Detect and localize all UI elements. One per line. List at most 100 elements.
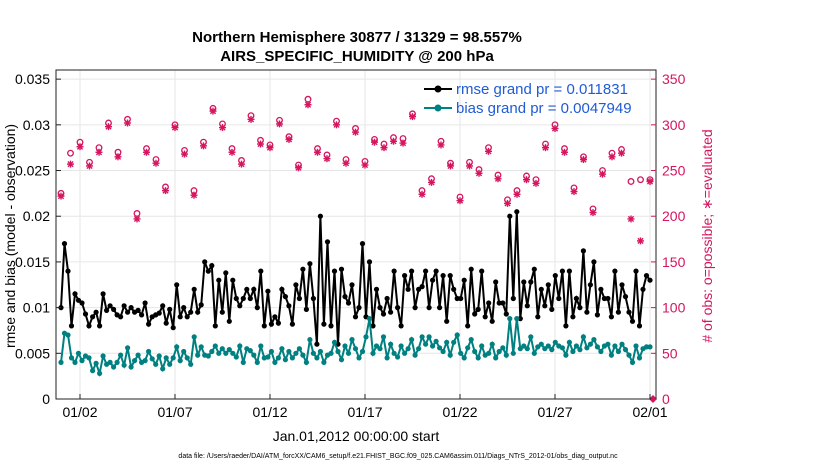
obs-evaluated-point: [485, 147, 492, 155]
obs-evaluated-point: [570, 188, 578, 196]
y2-tick-label: 100: [662, 300, 686, 316]
rmse-point: [580, 248, 587, 254]
bias-point: [265, 354, 271, 360]
obs-evaluated-point: [133, 215, 141, 223]
rmse-point: [370, 323, 376, 329]
rmse-point: [195, 309, 201, 315]
obs-evaluated-point: [475, 169, 483, 177]
bias-point: [440, 348, 446, 355]
bias-point: [279, 346, 285, 352]
obs-evaluated-point: [447, 162, 454, 170]
rmse-point: [640, 286, 646, 292]
rmse-point: [524, 303, 530, 309]
obs-evaluated-point: [209, 107, 217, 115]
bias-point: [472, 348, 478, 355]
bias-point: [584, 345, 590, 351]
x-tick-label: 02/01: [632, 404, 667, 420]
bias-point: [489, 341, 495, 347]
bias-point: [538, 341, 544, 347]
rmse-point: [563, 323, 569, 329]
rmse-point: [479, 268, 485, 274]
obs-evaluated-point: [551, 124, 559, 132]
rmse-point: [605, 295, 611, 302]
bias-point: [377, 346, 383, 352]
rmse-point: [275, 320, 281, 326]
bias-point: [107, 359, 113, 365]
rmse-point: [472, 311, 478, 317]
rmse-point: [240, 295, 246, 302]
rmse-point: [528, 279, 534, 285]
bias-point: [552, 339, 558, 345]
y2-tick-label: 350: [662, 71, 686, 87]
bias-point: [433, 338, 439, 344]
y2-tick-label: 250: [662, 163, 686, 179]
bias-point: [587, 341, 594, 347]
bias-point: [486, 350, 492, 356]
rmse-point: [412, 305, 418, 311]
chart-title: Northern Hemisphere 30877 / 31329 = 98.5…: [192, 29, 522, 46]
rmse-point: [500, 300, 506, 306]
rmse-point: [619, 282, 625, 288]
rmse-point: [486, 300, 492, 306]
bias-point: [58, 359, 64, 365]
obs-evaluated-point: [228, 148, 236, 156]
rmse-point: [174, 282, 180, 288]
rmse-point: [118, 314, 124, 320]
bias-point: [395, 354, 401, 360]
obs-evaluated-point: [285, 135, 293, 143]
legend-bias-label: bias grand pr = 0.0047949: [456, 100, 632, 117]
bias-point: [591, 337, 597, 343]
bias-point: [366, 316, 373, 322]
rmse-point: [331, 268, 338, 274]
rmse-point: [198, 302, 204, 308]
obs-evaluated-point: [266, 144, 274, 152]
bias-point: [314, 355, 320, 361]
obs-evaluated-point: [143, 148, 150, 156]
obs-evaluated-point: [124, 119, 131, 127]
bias-point: [68, 355, 75, 361]
obs-evaluated-point: [76, 143, 84, 151]
bias-point: [493, 355, 499, 361]
rmse-point: [475, 306, 481, 312]
rmse-point: [233, 295, 239, 302]
bias-point: [132, 358, 138, 364]
y2-tick-label: 300: [662, 117, 686, 133]
bias-point: [647, 344, 653, 350]
obs-evaluated-point: [542, 144, 549, 152]
x-tick-label: 01/22: [442, 404, 477, 420]
bias-point: [114, 359, 120, 365]
bias-point: [342, 343, 348, 349]
bias-point: [629, 359, 636, 365]
rmse-point: [636, 323, 643, 329]
bias-point: [216, 350, 222, 356]
bias-point: [293, 350, 299, 356]
rmse-point: [608, 314, 615, 320]
bias-point: [503, 352, 509, 358]
rmse-point: [317, 213, 323, 219]
obs-evaluated-point: [152, 159, 160, 167]
bias-point: [517, 346, 523, 352]
bias-point: [598, 348, 604, 355]
obs-evaluated-point: [247, 115, 255, 123]
bias-point: [636, 355, 643, 361]
bias-point: [135, 352, 141, 358]
obs-evaluated-point: [171, 124, 179, 132]
rmse-point: [388, 309, 394, 315]
bias-point: [65, 332, 71, 338]
rmse-point: [219, 309, 225, 315]
bias-point: [398, 343, 404, 349]
bias-point: [352, 346, 359, 352]
rmse-point: [202, 259, 208, 265]
bias-point: [321, 359, 327, 365]
rmse-point: [398, 323, 404, 329]
obs-evaluated-point: [399, 139, 407, 147]
bias-point: [535, 344, 541, 350]
rmse-point: [212, 323, 218, 329]
rmse-point: [584, 309, 590, 315]
rmse-point: [167, 306, 173, 312]
bias-point: [72, 359, 78, 365]
rmse-point: [160, 303, 166, 309]
obs-evaluated-point: [390, 137, 397, 145]
obs-evaluated-point: [627, 215, 635, 223]
obs-evaluated-point: [295, 164, 302, 172]
